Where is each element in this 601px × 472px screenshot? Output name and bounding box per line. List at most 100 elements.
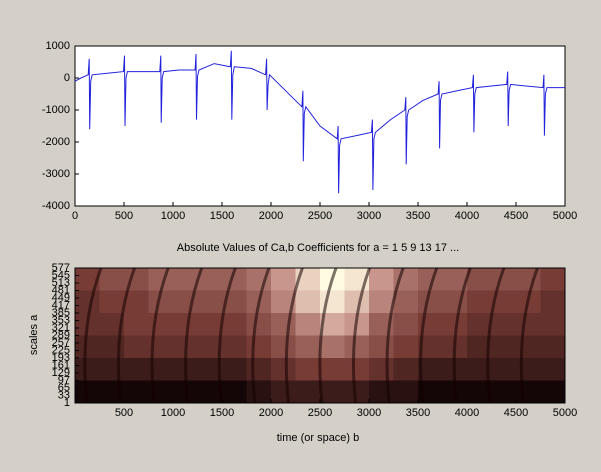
y-tick-label: 1000: [46, 40, 70, 52]
heatmap-cell: [124, 358, 149, 381]
heatmap-cell: [467, 268, 492, 291]
x-tick-label: 3500: [406, 210, 430, 222]
heatmap-cell: [320, 335, 345, 359]
x-tick-label: 500: [115, 210, 133, 222]
y-tick-label: 417: [52, 299, 70, 311]
ridge: [284, 267, 304, 404]
heatmap-cell: [467, 335, 492, 359]
heatmap-cell: [124, 380, 149, 404]
y-tick-label: 193: [52, 352, 70, 364]
x-tick-label: 500: [115, 407, 133, 419]
y-tick-label: -1000: [42, 104, 70, 116]
heatmap-cell: [99, 358, 125, 381]
ridge: [83, 267, 103, 404]
heatmap-cell: [491, 358, 517, 381]
y-tick-label: 257: [52, 337, 70, 349]
heatmap-cell: [516, 313, 541, 336]
x-tick-label: 2500: [308, 407, 332, 419]
ridge: [251, 267, 271, 404]
y-tick-label: 577: [52, 262, 70, 274]
y-tick-label: 321: [52, 322, 70, 334]
ridge: [184, 267, 204, 404]
y-tick-label: 225: [52, 344, 70, 356]
y-tick-label: 513: [52, 277, 70, 289]
heatmap-cell: [246, 358, 272, 381]
heatmap-cell: [418, 268, 443, 291]
heatmap-cell: [516, 335, 541, 359]
heatmap-cell: [75, 358, 100, 381]
heatmap-cell: [197, 268, 223, 291]
x-tick-label: 0: [72, 210, 78, 222]
heatmap-cell: [516, 380, 541, 404]
heatmap-cell: [540, 268, 566, 291]
heatmap-cell: [540, 290, 566, 314]
y-tick-label: 33: [58, 389, 70, 401]
ridge: [385, 267, 405, 404]
x-axis-label: time (or space) b: [277, 432, 360, 444]
y-tick-label: 129: [52, 367, 70, 379]
heatmap-cell: [295, 290, 321, 314]
heatmap-cell: [467, 358, 492, 381]
heatmap-cell: [271, 290, 296, 314]
heatmap-cell: [320, 358, 345, 381]
y-axis-label: scales a: [28, 314, 40, 355]
y-tick-label: -3000: [42, 168, 70, 180]
heatmap-cell: [442, 268, 468, 291]
heatmap-cell: [197, 380, 223, 404]
y-tick-label: -4000: [42, 200, 70, 212]
heatmap-cell: [271, 313, 296, 336]
heatmap-cell: [124, 335, 149, 359]
y-tick-label: 385: [52, 307, 70, 319]
heatmap-cell: [344, 290, 370, 314]
heatmap-cell: [271, 358, 296, 381]
heatmap-cell: [246, 380, 272, 404]
heatmap-cell: [442, 313, 468, 336]
y-tick-label: 449: [52, 292, 70, 304]
heatmap-cell: [320, 313, 345, 336]
y-tick-label: 161: [52, 359, 70, 371]
x-tick-label: 1500: [210, 407, 234, 419]
heatmap-cell: [148, 358, 174, 381]
heatmap-cell: [491, 335, 517, 359]
heatmap-cell: [393, 380, 419, 404]
heatmap-cell: [246, 335, 272, 359]
heatmap-cell: [222, 313, 247, 336]
heatmap-cell: [197, 313, 223, 336]
heatmap-cell: [148, 335, 174, 359]
heatmap-cell: [99, 268, 125, 291]
ridge: [217, 267, 237, 404]
ridge: [351, 267, 371, 404]
heatmap-cell: [295, 358, 321, 381]
heatmap-cell: [246, 313, 272, 336]
heatmap-cell: [173, 313, 198, 336]
heatmap-cell: [99, 313, 125, 336]
y-tick-label: -2000: [42, 136, 70, 148]
heatmap-cell: [467, 313, 492, 336]
heatmap-cell: [540, 313, 566, 336]
y-tick-label: 289: [52, 329, 70, 341]
x-tick-label: 4500: [504, 210, 528, 222]
heatmap-cell: [540, 358, 566, 381]
heatmap-cell: [271, 380, 296, 404]
heatmap-cell: [344, 335, 370, 359]
y-tick-label: 1: [64, 397, 70, 409]
x-tick-label: 2000: [259, 407, 283, 419]
heatmap-cell: [540, 335, 566, 359]
heatmap-cell: [124, 290, 149, 314]
ridge: [318, 267, 338, 404]
heatmap-cell: [491, 380, 517, 404]
heatmap-cell: [222, 358, 247, 381]
heatmap-cell: [418, 358, 443, 381]
heatmap-cell: [418, 380, 443, 404]
heatmap-cell: [418, 290, 443, 314]
x-tick-label: 1000: [161, 407, 185, 419]
heatmap-cell: [369, 268, 394, 291]
heatmap-cell: [516, 358, 541, 381]
y-tick-label: 0: [64, 72, 70, 84]
x-tick-label: 5000: [553, 210, 577, 222]
x-tick-label: 5000: [553, 407, 577, 419]
heatmap-cell: [197, 290, 223, 314]
ridge: [419, 267, 439, 404]
x-tick-label: 4000: [455, 407, 479, 419]
